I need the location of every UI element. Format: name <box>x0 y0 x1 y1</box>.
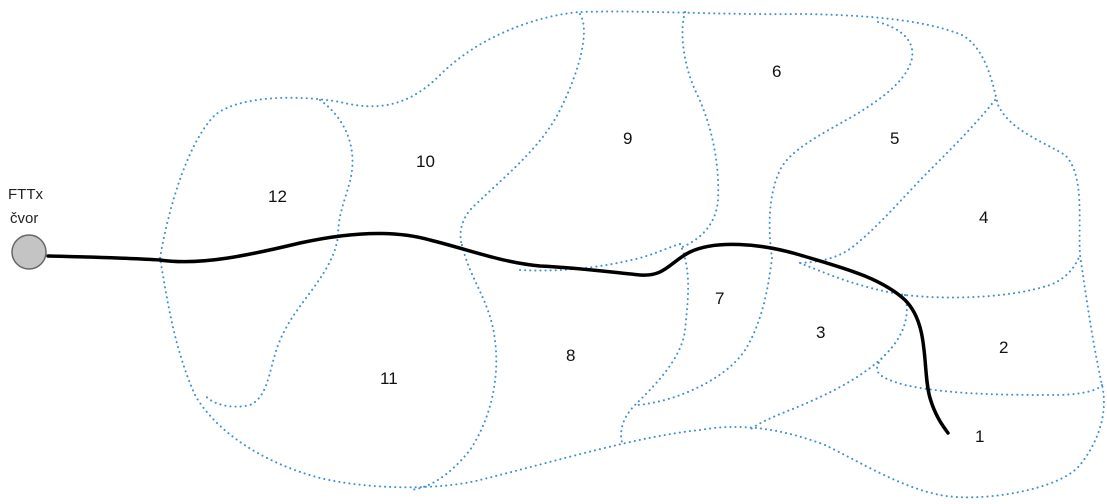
boundary-6-5 <box>768 21 914 259</box>
boundary-11-8 <box>409 244 498 491</box>
zone-label-5: 5 <box>890 129 899 148</box>
zone-label-7: 7 <box>715 289 724 308</box>
boundary-9-6 <box>679 11 720 249</box>
boundary-10-9 <box>459 13 585 246</box>
boundary-3-2 <box>876 294 1103 396</box>
boundary-3-1 <box>749 354 886 431</box>
fiber-cable <box>46 231 950 435</box>
boundary-12-11 <box>204 234 339 408</box>
boundary-4-3 <box>799 254 1081 299</box>
zone-boundaries <box>159 10 1105 499</box>
node-label-line2: čvor <box>10 210 38 227</box>
zone-label-12: 12 <box>268 187 287 206</box>
zone-label-8: 8 <box>566 346 575 365</box>
boundary-9-8 <box>519 243 681 272</box>
boundary-7-3 <box>634 257 773 406</box>
zone-label-4: 4 <box>979 208 988 227</box>
zone-label-1: 1 <box>975 427 984 446</box>
zone-label-2: 2 <box>999 338 1008 357</box>
zone-label-3: 3 <box>816 323 825 342</box>
zone-label-9: 9 <box>623 129 632 148</box>
zone-labels: 1 2 3 4 5 6 7 8 9 10 11 12 <box>268 62 1008 446</box>
fttx-node-icon <box>11 234 47 270</box>
outer-boundary <box>159 10 1105 499</box>
zone-label-6: 6 <box>772 62 781 81</box>
zone-label-11: 11 <box>380 369 398 388</box>
zone-label-10: 10 <box>416 152 435 171</box>
node-label-line1: FTTx <box>8 186 43 203</box>
boundary-12-10 <box>319 99 354 236</box>
boundary-5-4 <box>799 99 996 264</box>
